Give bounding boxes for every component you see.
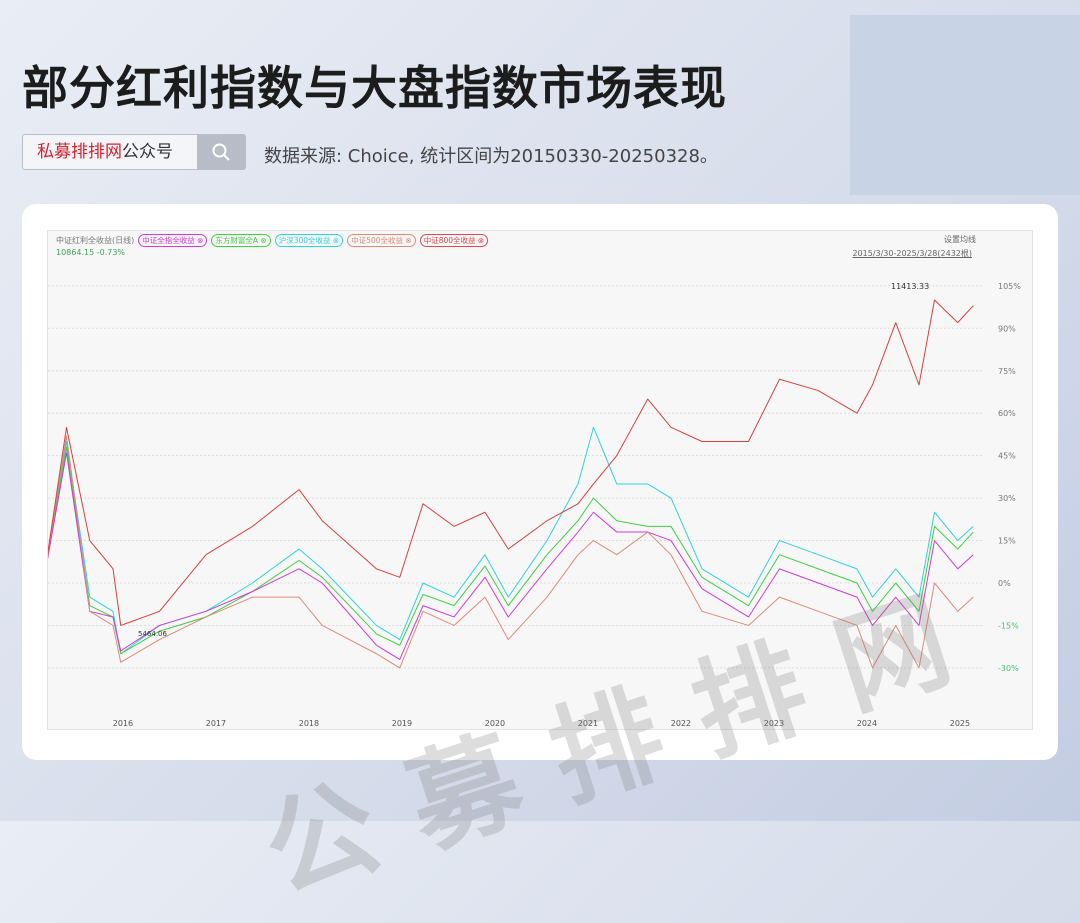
y-tick-label: -30%: [998, 664, 1019, 673]
max-label: 11413.33: [891, 282, 929, 291]
settings-ma-button[interactable]: 设置均线: [944, 235, 976, 244]
x-tick-label: 2017: [206, 719, 226, 728]
x-tick-label: 2024: [857, 719, 877, 728]
legend-tag[interactable]: 中证800全收益 ⊗: [419, 234, 489, 247]
x-tick-label: 2022: [671, 719, 691, 728]
y-tick-label: 45%: [998, 452, 1016, 461]
y-tick-label: 90%: [998, 324, 1016, 333]
min-label: 5464.06: [138, 630, 167, 638]
y-tick-label: 15%: [998, 537, 1016, 546]
brand-name: 私募排排网: [37, 142, 122, 162]
x-tick-label: 2018: [299, 719, 319, 728]
search-button[interactable]: [197, 135, 245, 169]
y-tick-label: -15%: [998, 621, 1019, 630]
x-tick-label: 2025: [950, 719, 970, 728]
x-tick-label: 2023: [764, 719, 784, 728]
x-tick-label: 2019: [392, 719, 412, 728]
legend-tag[interactable]: 中证500全收益 ⊗: [347, 234, 416, 247]
legend-tag[interactable]: 东方财富全A ⊗: [211, 234, 271, 247]
series-line: [48, 299, 974, 626]
series-line: [48, 452, 974, 660]
decor-panel: [850, 15, 1080, 195]
data-source: 数据来源: Choice, 统计区间为20150330-20250328。: [264, 146, 718, 167]
main-label: 中证红利全收益(日线): [56, 236, 135, 245]
search-icon: [212, 143, 230, 161]
y-tick-label: 75%: [998, 367, 1016, 376]
legend: 中证红利全收益(日线) 中证全指全收益 ⊗ 东方财富全A ⊗ 沪深300全收益 ⊗ 中…: [56, 234, 489, 247]
current-value: 10864.15 -0.73%: [56, 248, 126, 257]
x-tick-label: 2016: [113, 719, 133, 728]
x-tick-label: 2021: [578, 719, 598, 728]
legend-tag[interactable]: 沪深300全收益 ⊗: [274, 234, 344, 247]
legend-tag[interactable]: 中证全指全收益 ⊗: [138, 234, 208, 247]
y-tick-label: 60%: [998, 409, 1016, 418]
search-box[interactable]: 私募排排网公众号: [22, 134, 246, 170]
series-line: [48, 435, 974, 669]
date-range[interactable]: 2015/3/30-2025/3/28(2432根): [852, 249, 972, 258]
x-tick-label: 2020: [485, 719, 505, 728]
chart: 中证红利全收益(日线) 中证全指全收益 ⊗ 东方财富全A ⊗ 沪深300全收益 ⊗ 中…: [47, 230, 1033, 917]
brand-suffix: 公众号: [122, 142, 173, 162]
page-title: 部分红利指数与大盘指数市场表现: [22, 61, 727, 115]
plot-area: 105% 90% 75% 60% 45% 30% 15% 0% -15% -30% 2016 2017…: [48, 282, 1021, 728]
y-tick-label: 105%: [998, 282, 1021, 291]
y-tick-label: 30%: [998, 494, 1016, 503]
y-tick-label: 0%: [998, 579, 1011, 588]
series-line: [48, 446, 974, 655]
